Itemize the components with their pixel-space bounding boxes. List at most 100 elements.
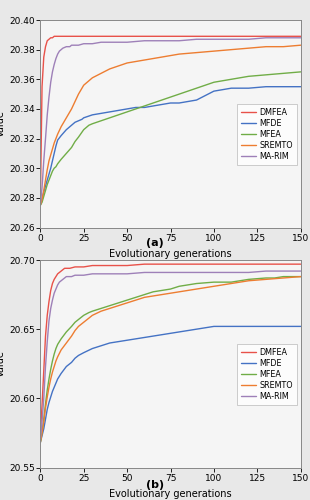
SREMTO bbox=[47, 158, 51, 164]
MFEA bbox=[51, 168, 54, 174]
DMFEA bbox=[281, 261, 285, 267]
MFEA bbox=[108, 115, 112, 121]
MFEA bbox=[264, 72, 268, 78]
MA-RIM bbox=[49, 306, 53, 312]
MFDE bbox=[47, 400, 51, 406]
MFEA bbox=[212, 279, 216, 285]
MFEA bbox=[195, 85, 198, 91]
DMFEA bbox=[49, 288, 53, 294]
DMFEA bbox=[61, 34, 65, 40]
MA-RIM bbox=[160, 270, 164, 276]
MFDE bbox=[143, 104, 146, 110]
MFDE bbox=[59, 370, 63, 376]
SREMTO bbox=[77, 324, 80, 330]
MA-RIM bbox=[299, 35, 303, 41]
MA-RIM bbox=[108, 271, 112, 277]
MA-RIM bbox=[59, 46, 63, 52]
DMFEA bbox=[38, 202, 42, 208]
MFDE bbox=[134, 104, 138, 110]
MFDE bbox=[203, 325, 207, 331]
MFEA bbox=[281, 70, 285, 76]
MFDE bbox=[42, 189, 46, 195]
SREMTO bbox=[77, 91, 80, 97]
SREMTO bbox=[64, 115, 68, 121]
MFDE bbox=[281, 84, 285, 89]
MFDE bbox=[247, 85, 250, 91]
MFDE bbox=[64, 126, 68, 132]
SREMTO bbox=[45, 166, 49, 172]
SREMTO bbox=[247, 45, 250, 51]
MFEA bbox=[51, 358, 54, 364]
MA-RIM bbox=[44, 364, 47, 370]
MA-RIM bbox=[61, 276, 65, 282]
SREMTO bbox=[160, 54, 164, 60]
MFDE bbox=[169, 100, 172, 106]
SREMTO bbox=[42, 419, 46, 425]
MFEA bbox=[64, 150, 68, 156]
MA-RIM bbox=[47, 318, 51, 324]
MA-RIM bbox=[64, 274, 68, 280]
MFEA bbox=[38, 440, 42, 446]
MA-RIM bbox=[42, 396, 46, 402]
MA-RIM bbox=[91, 40, 94, 46]
MFEA bbox=[38, 202, 42, 208]
SREMTO bbox=[82, 320, 86, 326]
MA-RIM bbox=[54, 56, 58, 62]
MFDE bbox=[54, 380, 58, 386]
SREMTO bbox=[47, 384, 51, 390]
MFEA bbox=[70, 324, 73, 330]
MA-RIM bbox=[177, 38, 181, 44]
DMFEA bbox=[91, 262, 94, 268]
DMFEA bbox=[56, 34, 60, 40]
MA-RIM bbox=[195, 270, 198, 276]
MA-RIM bbox=[68, 274, 72, 280]
Line: MA-RIM: MA-RIM bbox=[40, 38, 301, 205]
DMFEA bbox=[64, 34, 68, 40]
MFDE bbox=[51, 158, 54, 164]
MA-RIM bbox=[212, 270, 216, 276]
MA-RIM bbox=[125, 39, 129, 45]
SREMTO bbox=[52, 140, 56, 146]
SREMTO bbox=[52, 364, 56, 370]
MA-RIM bbox=[44, 136, 47, 141]
MFDE bbox=[143, 334, 146, 340]
MFDE bbox=[195, 326, 198, 332]
MFEA bbox=[169, 286, 172, 292]
MFEA bbox=[87, 122, 91, 128]
DMFEA bbox=[44, 333, 47, 339]
DMFEA bbox=[49, 35, 53, 41]
MFEA bbox=[212, 79, 216, 85]
DMFEA bbox=[38, 432, 42, 438]
MFDE bbox=[281, 324, 285, 330]
MA-RIM bbox=[59, 278, 63, 284]
MFEA bbox=[91, 308, 94, 314]
SREMTO bbox=[91, 312, 94, 318]
MFEA bbox=[82, 126, 86, 132]
MFDE bbox=[77, 118, 80, 124]
MFDE bbox=[44, 416, 47, 422]
MA-RIM bbox=[40, 419, 44, 425]
MFEA bbox=[281, 274, 285, 280]
MFDE bbox=[195, 97, 198, 103]
DMFEA bbox=[229, 261, 233, 267]
DMFEA bbox=[247, 261, 250, 267]
SREMTO bbox=[169, 290, 172, 296]
DMFEA bbox=[40, 402, 44, 408]
SREMTO bbox=[73, 328, 77, 334]
MA-RIM bbox=[91, 271, 94, 277]
MA-RIM bbox=[51, 69, 54, 75]
SREMTO bbox=[51, 146, 54, 152]
MA-RIM bbox=[54, 286, 58, 292]
MA-RIM bbox=[38, 202, 42, 208]
DMFEA bbox=[59, 268, 63, 274]
DMFEA bbox=[177, 34, 181, 40]
MFEA bbox=[177, 91, 181, 97]
MA-RIM bbox=[52, 290, 56, 296]
MFDE bbox=[117, 338, 120, 344]
Line: MFDE: MFDE bbox=[40, 326, 301, 442]
MFEA bbox=[44, 188, 47, 194]
MFEA bbox=[134, 294, 138, 300]
DMFEA bbox=[45, 312, 49, 318]
SREMTO bbox=[49, 376, 53, 382]
MFDE bbox=[221, 86, 224, 92]
